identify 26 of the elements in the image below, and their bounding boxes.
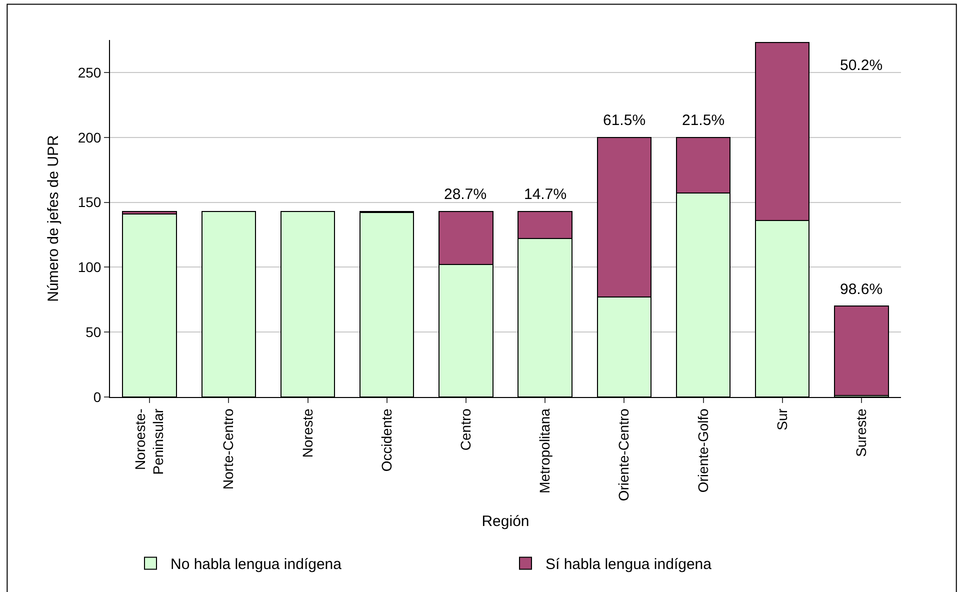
legend-label: Sí habla lengua indígena bbox=[546, 556, 712, 574]
annotation: 14.7% bbox=[524, 186, 567, 203]
y-axis-title: Número de jefes de UPR bbox=[45, 134, 62, 302]
annotation: 50.2% bbox=[840, 57, 883, 74]
y-tick-label: 250 bbox=[78, 64, 102, 80]
x-axis-title: Región bbox=[482, 513, 530, 530]
x-tick-label: Norte-Centro bbox=[220, 408, 236, 490]
annotation: 28.7% bbox=[444, 186, 487, 203]
x-tick-label: Noroeste-Peninsular bbox=[132, 408, 166, 475]
annotation: 98.6% bbox=[840, 281, 883, 298]
annotation: 61.5% bbox=[603, 112, 646, 129]
x-tick-label: Oriente-Centro bbox=[616, 408, 632, 502]
x-tick-label: Metropolitana bbox=[536, 408, 553, 494]
legend-label: No habla lengua indígena bbox=[170, 556, 342, 574]
y-tick-label: 150 bbox=[78, 194, 102, 210]
annotation: 21.5% bbox=[682, 112, 725, 129]
x-tick-label: Oriente-Golfo bbox=[694, 408, 711, 493]
x-tick-label: Occidente bbox=[378, 408, 394, 472]
y-tick-label: 0 bbox=[93, 388, 102, 405]
y-tick-label: 200 bbox=[78, 129, 102, 146]
x-tick-label: Sureste bbox=[853, 408, 869, 457]
y-tick-label: 50 bbox=[86, 324, 102, 340]
x-tick-label: Noreste bbox=[299, 408, 316, 458]
y-tick-label: 100 bbox=[78, 259, 102, 276]
x-tick-label: Centro bbox=[458, 408, 474, 451]
x-tick-label: Sur bbox=[774, 408, 790, 430]
